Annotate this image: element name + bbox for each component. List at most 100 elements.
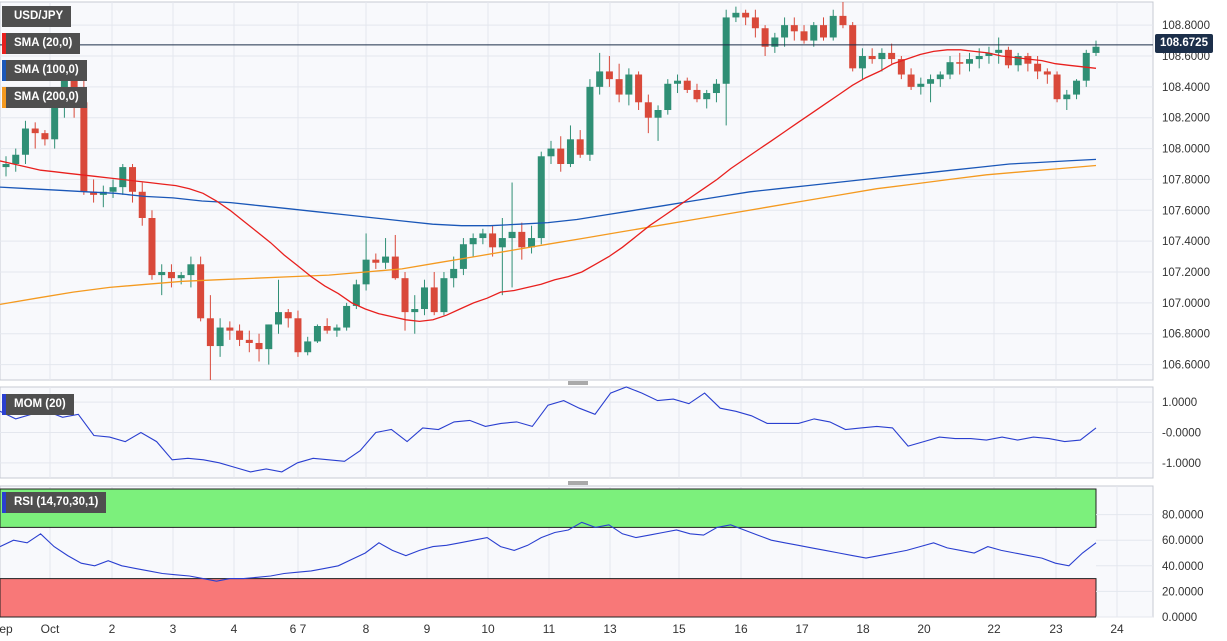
candle-body	[450, 268, 458, 279]
candle-body	[284, 312, 292, 319]
rsi-line	[0, 521, 1097, 582]
price-y-tick: 108.2000	[1162, 113, 1210, 125]
x-tick-label: 10	[481, 622, 495, 636]
candle-body	[956, 62, 964, 64]
candle-body	[761, 28, 769, 47]
candle-body	[528, 238, 536, 248]
candle-body	[751, 17, 759, 29]
x-tick-label: 8	[363, 622, 370, 636]
candle-body	[858, 56, 866, 69]
candle-body	[411, 309, 419, 313]
candle-body	[352, 284, 360, 306]
x-tick-label: 2	[109, 622, 116, 636]
candle-body	[849, 25, 857, 69]
candle-body	[1053, 74, 1061, 100]
x-tick-label: 6 7	[290, 622, 307, 636]
candle-body	[625, 74, 633, 95]
x-tick-label: 3	[170, 622, 177, 636]
x-tick-label: 4	[231, 622, 238, 636]
candle-body	[635, 74, 643, 103]
mom-y-tick: -0.0000	[1162, 428, 1201, 440]
x-tick-label: 17	[795, 622, 809, 636]
candle-body	[138, 191, 146, 218]
candle-body	[119, 167, 127, 188]
price-y-tick: 106.8000	[1162, 329, 1210, 341]
candle-body	[197, 264, 205, 319]
rsi-y-tick: 0.0000	[1162, 612, 1197, 624]
candle-body	[294, 318, 302, 353]
candle-body	[1092, 46, 1100, 53]
candle-body	[781, 25, 789, 38]
rsi-overbought-zone	[0, 488, 1097, 528]
candle-body	[148, 218, 156, 276]
candle-body	[372, 259, 380, 263]
x-tick-label: 22	[987, 622, 1001, 636]
candle-body	[508, 231, 516, 239]
candle-body	[31, 128, 39, 134]
legend-mom: MOM (20)	[2, 394, 74, 415]
x-tick-label: 16	[734, 622, 748, 636]
mom-y-tick: 1.0000	[1162, 397, 1197, 409]
candle-body	[245, 339, 253, 343]
x-tick-label: 24	[1110, 622, 1124, 636]
candle-body	[1024, 56, 1032, 64]
sma200-swatch	[2, 87, 6, 108]
candle-body	[985, 52, 993, 56]
candle-body	[810, 25, 818, 41]
candle-body	[557, 148, 565, 164]
price-y-tick: 107.0000	[1162, 298, 1210, 310]
candle-body	[479, 233, 487, 239]
candle-body	[596, 71, 604, 87]
candle-body	[927, 79, 935, 84]
x-tick-label: 13	[603, 622, 617, 636]
x-tick-label: Sep	[0, 622, 13, 636]
x-tick-label: 15	[672, 622, 686, 636]
candle-body	[839, 15, 847, 26]
candle-body	[1004, 49, 1012, 66]
candle-body	[498, 238, 506, 248]
candle-body	[664, 83, 672, 110]
candle-body	[674, 80, 682, 84]
sma20-swatch	[2, 33, 6, 54]
price-y-tick: 107.2000	[1162, 267, 1210, 279]
candle-body	[732, 12, 740, 18]
candle-body	[420, 287, 428, 310]
candle-body	[90, 191, 98, 195]
candle-body	[440, 278, 448, 313]
candle-body	[820, 25, 827, 38]
candle-body	[547, 148, 555, 157]
candle-body	[878, 52, 886, 60]
mom-line	[0, 386, 1097, 473]
candle-body	[537, 156, 545, 239]
candle-body	[644, 102, 652, 118]
candle-body	[216, 327, 224, 347]
candle-body	[566, 139, 574, 164]
candle-body	[129, 167, 137, 192]
candle-body	[333, 327, 341, 331]
rsi-y-tick: 20.0000	[1162, 586, 1204, 598]
price-y-tick: 108.8000	[1162, 20, 1210, 32]
candle-body	[576, 139, 584, 155]
candle-body	[946, 62, 954, 75]
candle-body	[995, 49, 1003, 53]
candle-body	[790, 25, 798, 32]
candle-body	[683, 80, 691, 90]
candle-body	[829, 15, 837, 38]
price-y-tick: 107.4000	[1162, 236, 1210, 248]
candle-body	[654, 110, 662, 118]
candle-body	[712, 83, 720, 94]
price-y-tick: 108.0000	[1162, 144, 1210, 156]
candle-body	[430, 287, 438, 313]
candle-body	[158, 272, 166, 276]
candle-body	[401, 278, 409, 313]
candle-body	[275, 312, 282, 325]
candle-body	[206, 318, 214, 347]
sma200-line	[0, 164, 1097, 306]
candle-body	[489, 233, 497, 248]
candle-body	[255, 342, 263, 350]
candle-body	[1034, 63, 1042, 72]
candle-body	[459, 244, 467, 269]
candle-body	[1014, 56, 1022, 66]
candle-body	[226, 327, 234, 331]
